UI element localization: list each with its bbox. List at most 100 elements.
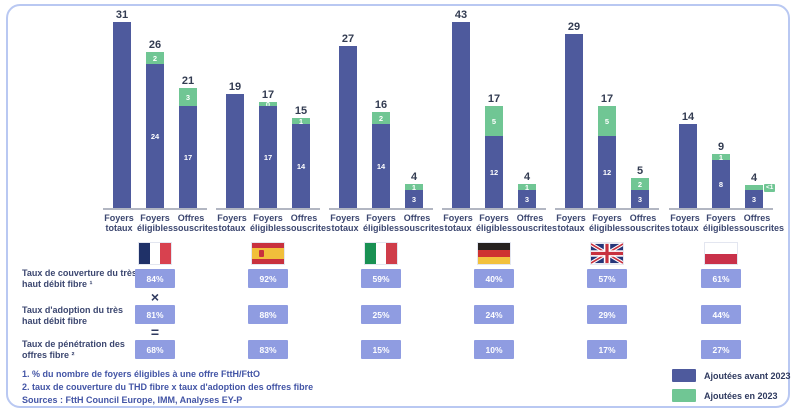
- segment-added-2023: <1: [745, 184, 776, 192]
- flag-stripe: [386, 243, 397, 264]
- segment-added-label: 3: [185, 92, 191, 102]
- category-labels: Foyers totaux Foyers éligibles Offres sous…: [553, 213, 670, 234]
- category-labels: Foyers totaux Foyers éligibles Offres sous…: [101, 213, 219, 234]
- legend-item-in-2023: Ajoutées en 2023: [672, 389, 791, 402]
- footnotes: 1. % du nombre de foyers éligibles à une…: [22, 368, 313, 407]
- rate-cell-uk-row1: 57%: [587, 269, 627, 288]
- segment-added-2023: 2: [631, 178, 649, 190]
- chart-group-it: 27 16 2 14 4 1 3 Foyers totaux Foyers éligibles O…: [327, 8, 445, 234]
- flag-stripe: [478, 250, 510, 257]
- segment-added-2023: 1: [518, 183, 536, 192]
- rate-cell-fr-row1: 84%: [135, 269, 175, 288]
- chart-group-de: 43 17 5 12 4 1 3 Foyers totaux Foyers éligibles O…: [440, 8, 558, 234]
- bar-stack: [339, 46, 357, 208]
- row-label-adoption: Taux d'adoption du très haut débit fibre: [22, 305, 123, 327]
- rate-cell-de-row3: 10%: [474, 340, 514, 359]
- segment-added-label: <1: [764, 184, 776, 192]
- flag-stripe: [365, 243, 376, 264]
- bar-stack: 1 14: [292, 117, 310, 208]
- bar-stack: [226, 94, 244, 208]
- rate-cell-es-row3: 83%: [248, 340, 288, 359]
- category-label: Foyers éligibles: [476, 213, 513, 234]
- bar-de-1: 17 5 12: [485, 93, 503, 208]
- segment-before-2023: 12: [485, 136, 503, 208]
- rate-cell-uk-row3: 17%: [587, 340, 627, 359]
- rate-cell-it-row1: 59%: [361, 269, 401, 288]
- bar-total-label: 9: [717, 141, 725, 153]
- flag-stripe: [478, 243, 510, 250]
- segment-added-2023: 2: [146, 52, 164, 64]
- flag-stripe: [139, 243, 150, 264]
- bar-it-0: 27: [339, 33, 357, 208]
- bar-stack: 3 17: [179, 88, 197, 208]
- legend-item-before-2023: Ajoutées avant 2023: [672, 369, 791, 382]
- bar-total-label: 17: [487, 93, 501, 105]
- rate-cell-fr-row3: 68%: [135, 340, 175, 359]
- category-label: Offres souscrites: [173, 213, 219, 234]
- legend: Ajoutées avant 2023 Ajoutées en 2023: [672, 369, 791, 409]
- row-label-coverage: Taux de couverture du très haut débit fi…: [22, 268, 137, 290]
- segment-before-label: 3: [637, 194, 643, 204]
- bar-total-label: 31: [115, 9, 129, 21]
- segment-added-2023: 1: [712, 152, 730, 162]
- bar-total-label: 4: [523, 171, 531, 183]
- bar-es-0: 19: [226, 81, 244, 208]
- axis-line: [669, 208, 773, 210]
- bars-row: 19 17 0 17 15 1 14: [214, 8, 322, 208]
- bar-stack: [565, 34, 583, 208]
- category-labels: Foyers totaux Foyers éligibles Offres sous…: [440, 213, 558, 234]
- segment-added-label: 1: [411, 182, 417, 192]
- rate-cell-fr-row2: 81%: [135, 305, 175, 324]
- rate-cell-pl-row1: 61%: [701, 269, 741, 288]
- bar-total-label: 29: [567, 21, 581, 33]
- segment-added-2023: 1: [405, 182, 423, 192]
- flag-emblem: [259, 250, 264, 258]
- operator-multiply: ×: [150, 289, 160, 305]
- bar-total-label: 14: [681, 111, 695, 123]
- segment-added-2023: 5: [485, 106, 503, 136]
- category-label: Offres souscrites: [512, 213, 558, 234]
- chart-group-es: 19 17 0 17 15 1 14 Foyers totaux Foyers éligible…: [214, 8, 331, 234]
- bar-total-label: 4: [410, 171, 418, 183]
- segment-added-label: 5: [491, 116, 497, 126]
- flag-stripe: [478, 257, 510, 264]
- segment-added-label: 2: [378, 113, 384, 123]
- operator-equals: =: [150, 324, 160, 340]
- flag-uk: [590, 242, 624, 265]
- bar-stack: 0 17: [259, 100, 277, 208]
- segment-before-2023: 3: [631, 190, 649, 208]
- segment-added-2023: 3: [179, 88, 197, 106]
- category-label: Foyers éligibles: [363, 213, 400, 234]
- segment-before-2023: 14: [292, 124, 310, 208]
- axis-line: [442, 208, 546, 210]
- segment-added-label: 2: [637, 179, 643, 189]
- union-jack-icon: [591, 243, 623, 264]
- segment-before-2023: [113, 22, 131, 208]
- bar-es-2: 15 1 14: [292, 105, 310, 208]
- bar-pl-2: 4 <1 3: [745, 172, 776, 208]
- segment-before-2023: [679, 124, 697, 208]
- segment-before-label: 12: [489, 167, 499, 177]
- bar-total-label: 17: [600, 93, 614, 105]
- chart-group-fr: 31 26 2 24 21 3 17 Foyers totaux Foyers éligible…: [101, 8, 219, 234]
- category-label: Foyers éligibles: [589, 213, 626, 234]
- category-label: Foyers totaux: [330, 213, 360, 234]
- segment-before-label: 14: [296, 161, 306, 171]
- category-labels: Foyers totaux Foyers éligibles Offres sous…: [327, 213, 445, 234]
- bar-total-label: 19: [228, 81, 242, 93]
- rate-cell-it-row3: 15%: [361, 340, 401, 359]
- legend-swatch-blue: [672, 369, 696, 382]
- segment-before-label: 14: [376, 161, 386, 171]
- category-label: Offres souscrites: [399, 213, 445, 234]
- segment-added-label: 1: [718, 152, 724, 162]
- category-label: Foyers éligibles: [250, 213, 287, 234]
- segment-before-2023: 3: [405, 190, 423, 208]
- bar-fr-1: 26 2 24: [146, 39, 164, 208]
- category-label: Foyers éligibles: [703, 213, 740, 234]
